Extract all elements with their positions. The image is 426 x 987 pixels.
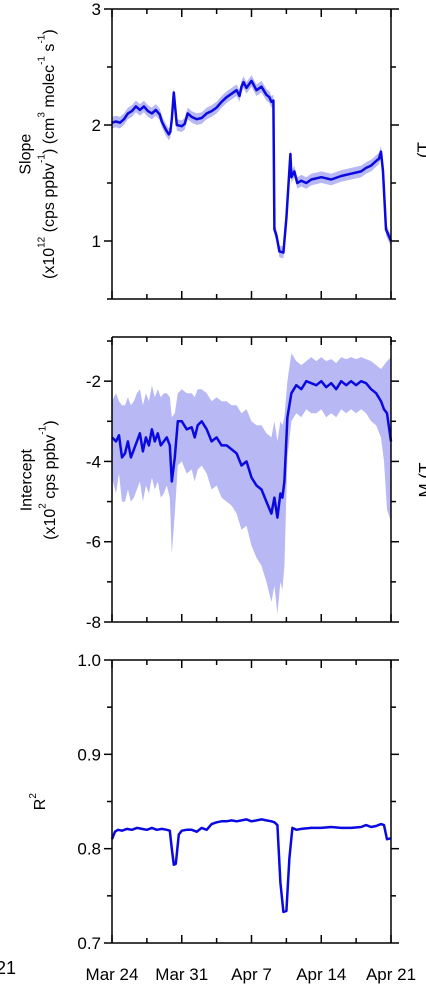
y-tick-label: 0.7 bbox=[77, 934, 101, 953]
x-tick-label: Mar 31 bbox=[155, 965, 208, 984]
series-line-1 bbox=[111, 379, 393, 519]
uncertainty-band-0 bbox=[112, 75, 391, 259]
y-tick-label: -4 bbox=[86, 452, 101, 471]
uncertainty-band-1 bbox=[112, 353, 391, 614]
y-tick-label: 0.8 bbox=[77, 840, 101, 859]
y-tick-label: 3 bbox=[92, 0, 101, 19]
y-tick-label: -2 bbox=[86, 372, 101, 391]
x-tick-label: Apr 14 bbox=[296, 965, 346, 984]
edge-text-right-top: (T bbox=[414, 141, 426, 159]
series-line-2 bbox=[110, 818, 392, 914]
uncertainty-band-2 bbox=[112, 818, 391, 913]
y-tick-label: 1 bbox=[92, 232, 101, 251]
y-tick-label: 1.0 bbox=[77, 651, 101, 670]
y-axis-title-line2: (x102 cps ppbv-1) bbox=[37, 420, 59, 540]
y-axis-title-slope: Slope (x1012 (cps ppbv-1) (cm3 molec-1 s-… bbox=[17, 29, 59, 279]
y-tick-label: -6 bbox=[86, 533, 101, 552]
y-axis-title-line2: (x1012 (cps ppbv-1) (cm3 molec-1 s-1) bbox=[36, 29, 59, 280]
y-tick-label: 0.9 bbox=[77, 745, 101, 764]
edge-text-left-bottom: 21 bbox=[0, 958, 17, 978]
edge-text-right-mid: M (T bbox=[415, 462, 426, 498]
y-axis-title-line1: R2 bbox=[27, 792, 49, 810]
x-tick-label: Apr 21 bbox=[366, 965, 416, 984]
x-tick-label: Apr 7 bbox=[231, 965, 272, 984]
y-axis-title-line1: Intercept bbox=[18, 449, 36, 512]
x-tick-label: Mar 24 bbox=[86, 965, 139, 984]
y-tick-label: 2 bbox=[92, 116, 101, 135]
y-axis-title-intercept: Intercept (x102 cps ppbv-1) bbox=[17, 420, 59, 539]
y-tick-label: -8 bbox=[86, 613, 101, 632]
y-axis-title-line1: Slope bbox=[17, 133, 35, 175]
series-line-0 bbox=[111, 79, 393, 254]
y-axis-title-r2: R2 bbox=[26, 793, 49, 810]
